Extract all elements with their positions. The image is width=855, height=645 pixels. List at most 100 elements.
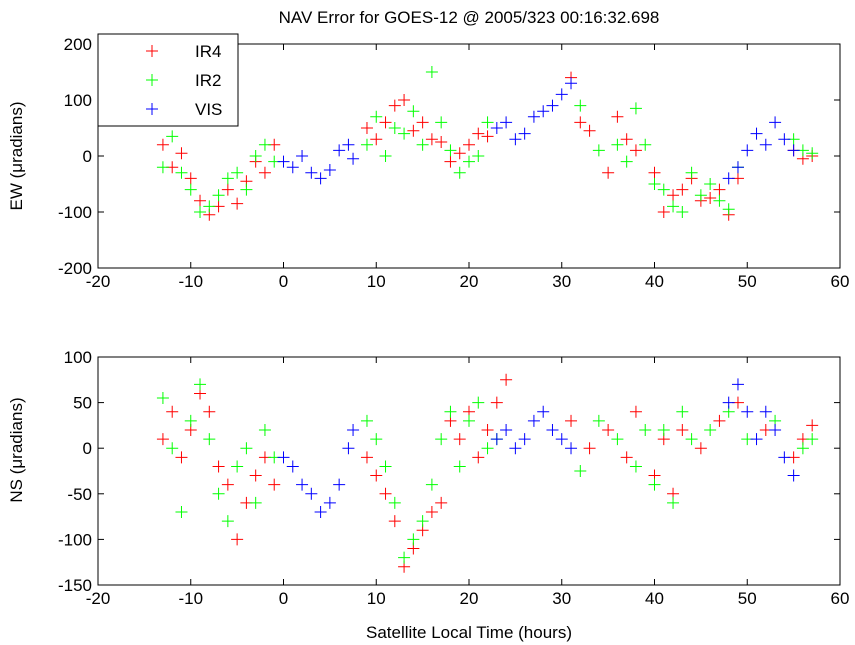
data-point-vis	[490, 122, 503, 134]
data-point-ir2	[156, 392, 169, 405]
x-tick-label: 50	[738, 272, 757, 291]
data-point-ir4	[231, 197, 244, 210]
data-point-ir4	[694, 442, 707, 455]
data-point-ir4	[713, 183, 726, 196]
data-point-ir2	[407, 105, 420, 118]
x-tick-label: -20	[86, 272, 111, 291]
data-point-ir4	[194, 194, 207, 207]
data-point-vis	[769, 116, 782, 129]
data-point-vis	[518, 433, 531, 446]
data-point-ir4	[184, 172, 197, 185]
data-point-ir4	[463, 138, 475, 151]
data-point-ir2	[472, 396, 485, 409]
data-point-ir4	[203, 405, 216, 418]
data-point-ir4	[500, 373, 513, 386]
data-point-vis	[537, 105, 550, 118]
data-point-ir4	[156, 433, 169, 446]
data-point-ir4	[435, 136, 448, 148]
data-point-ir4	[453, 147, 466, 160]
data-point-ir4	[231, 533, 244, 546]
legend: IR4 IR2 VIS	[97, 33, 239, 127]
data-point-vis	[527, 414, 540, 427]
y-tick-label: 100	[64, 348, 92, 367]
data-point-ir2	[258, 423, 271, 436]
data-point-ir2	[685, 166, 698, 179]
series-ir2	[156, 66, 819, 218]
data-point-vis	[500, 423, 513, 436]
data-point-vis	[546, 423, 559, 436]
data-point-ir2	[258, 138, 271, 151]
data-point-ir4	[620, 133, 633, 146]
data-point-ir4	[221, 183, 234, 196]
data-point-ir2	[453, 166, 466, 179]
series-vis	[277, 378, 800, 519]
data-point-ir4	[611, 110, 624, 123]
legend-label-ir2: IR2	[195, 71, 221, 90]
data-point-ir2	[194, 378, 207, 391]
data-point-ir2	[463, 414, 475, 427]
data-point-vis	[565, 77, 578, 90]
data-point-vis	[500, 116, 513, 129]
data-point-vis	[527, 110, 540, 123]
data-point-vis	[750, 127, 763, 140]
x-tick-label: -10	[178, 589, 203, 608]
data-point-ir2	[657, 183, 670, 196]
y-tick-label: -100	[58, 530, 92, 549]
data-point-ir4	[175, 451, 188, 464]
x-tick-label: 60	[831, 272, 850, 291]
legend-marker-ir2	[146, 74, 158, 86]
data-point-vis	[537, 405, 550, 418]
data-point-ir2	[398, 551, 411, 564]
data-point-ir4	[574, 116, 587, 129]
data-point-ir2	[481, 442, 494, 455]
data-point-ir4	[444, 155, 457, 168]
data-point-ir2	[676, 405, 689, 418]
data-point-ir2	[166, 130, 179, 143]
data-point-vis	[314, 172, 327, 185]
data-point-ir4	[481, 130, 494, 143]
data-point-ir2	[435, 116, 448, 129]
data-point-ir4	[221, 478, 234, 491]
data-point-vis	[546, 99, 559, 112]
data-point-ir2	[611, 138, 624, 151]
data-point-vis	[277, 155, 290, 168]
data-point-ir2	[694, 189, 707, 202]
data-point-ir2	[704, 178, 717, 190]
data-point-vis	[286, 161, 299, 174]
data-point-ir2	[425, 478, 438, 491]
data-point-ir2	[221, 515, 234, 528]
data-point-vis	[731, 378, 744, 391]
data-point-ir2	[388, 496, 401, 509]
data-point-vis	[314, 506, 327, 519]
data-point-ir4	[602, 166, 615, 179]
data-point-ir2	[360, 414, 373, 427]
series-ir4	[156, 373, 819, 573]
data-point-ir4	[212, 460, 225, 473]
data-point-ir4	[602, 423, 615, 436]
data-point-ir2	[453, 460, 466, 473]
data-point-vis	[509, 133, 522, 146]
data-point-ir4	[379, 116, 392, 129]
data-point-ir4	[425, 133, 438, 146]
x-tick-label: 0	[279, 272, 288, 291]
data-point-ir2	[574, 465, 587, 477]
y-tick-label: -200	[58, 259, 92, 278]
data-point-ir4	[435, 496, 448, 509]
data-point-ir4	[648, 166, 661, 179]
x-tick-label: 30	[552, 272, 571, 291]
y-tick-label: -50	[67, 485, 92, 504]
data-point-ir4	[453, 433, 466, 446]
data-point-ir2	[611, 433, 624, 446]
data-point-vis	[722, 172, 735, 185]
data-point-vis	[787, 469, 800, 482]
data-point-ir2	[629, 460, 642, 473]
data-point-vis	[342, 138, 355, 151]
data-point-ir2	[463, 155, 475, 168]
data-point-ir2	[379, 460, 392, 473]
data-point-vis	[323, 496, 336, 509]
data-point-ir2	[249, 496, 262, 509]
data-point-ir2	[175, 166, 188, 179]
data-point-ir2	[806, 433, 819, 446]
data-point-vis	[778, 451, 791, 464]
